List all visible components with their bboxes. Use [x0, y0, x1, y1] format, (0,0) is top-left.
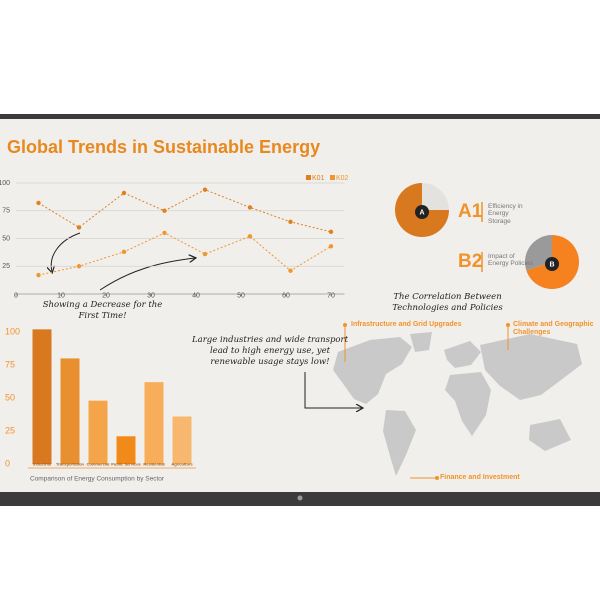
x-tick-label: Public Services [111, 462, 141, 467]
y-tick-label: 0 [5, 458, 10, 468]
point [202, 251, 208, 257]
x-tick-label: Transportation [56, 462, 85, 467]
map-label: Climate and Geographic Challenges [513, 321, 594, 337]
x-tick-label: Residential [143, 462, 164, 467]
y-tick-label: 25 [5, 425, 15, 435]
point [76, 264, 82, 269]
legend-swatch [306, 175, 311, 180]
pie-marker-label: A [419, 209, 424, 216]
pie-slice [422, 183, 449, 210]
y-tick-label: 100 [0, 180, 10, 187]
y-tick-label: 50 [2, 235, 10, 242]
x-tick-label: 10 [57, 292, 65, 299]
page-title: Global Trends in Sustainable Energy [7, 137, 321, 157]
y-tick-label: 75 [5, 359, 15, 369]
world-map [333, 332, 582, 476]
point [121, 249, 127, 255]
pie-marker [545, 257, 559, 271]
arrows [51, 232, 362, 408]
legend-label: K01 [312, 175, 325, 182]
point [162, 208, 167, 213]
map-label: Finance and Investment [440, 474, 520, 481]
pie-marker-label: B [549, 261, 554, 268]
series-line [38, 232, 332, 276]
map-dots [343, 323, 510, 480]
pie-slice [525, 235, 552, 271]
bar [172, 416, 192, 464]
pie-title: Impact of Energy Policies [488, 253, 533, 268]
bar [88, 400, 108, 464]
annotation: Showing a Decrease for the First Time! [42, 300, 163, 322]
chart-caption: Comparison of Energy Consumption by Sect… [30, 476, 165, 483]
x-tick-label: Commercial [87, 462, 110, 467]
x-tick-label: 20 [102, 292, 110, 299]
point [247, 205, 253, 210]
map-title: The Correlation Between Technologies and… [392, 292, 503, 314]
pie-label: A1 [458, 201, 483, 222]
map-pointers [344, 325, 509, 479]
legend-label: K02 [336, 175, 349, 182]
x-tick-label: Agriculture [171, 462, 193, 467]
x-tick-label: 40 [192, 292, 200, 299]
x-tick-label: Industrial [33, 462, 51, 467]
x-tick-label: 60 [282, 292, 290, 299]
point [288, 268, 293, 273]
point [121, 190, 127, 196]
point [162, 230, 167, 236]
point [36, 272, 41, 278]
point [76, 225, 82, 230]
bar [32, 329, 52, 464]
point [328, 244, 334, 249]
point [202, 187, 208, 192]
pie-label: B2 [458, 251, 483, 272]
bar [116, 436, 136, 464]
point [328, 229, 334, 235]
map-label: Infrastructure and Grid Upgrades [351, 321, 462, 328]
y-tick-label: 75 [2, 208, 10, 215]
series-line [38, 189, 332, 233]
y-tick-label: 100 [5, 326, 20, 336]
x-tick-label: 0 [14, 292, 18, 299]
y-tick-label: 50 [5, 392, 15, 402]
logo [297, 495, 303, 501]
bar [144, 382, 164, 464]
y-tick-label: 25 [2, 263, 10, 270]
pie-title: Efficiency in Energy Storage [488, 203, 523, 225]
point [36, 200, 41, 206]
annotation: Large industries and wide transport lead… [192, 335, 348, 368]
bar [60, 358, 80, 464]
pie-marker [415, 205, 429, 219]
legend-swatch [330, 175, 335, 180]
x-tick-label: 70 [327, 292, 335, 299]
point [247, 234, 253, 239]
point [288, 219, 293, 225]
x-tick-label: 30 [147, 292, 155, 299]
x-tick-label: 50 [237, 292, 245, 299]
